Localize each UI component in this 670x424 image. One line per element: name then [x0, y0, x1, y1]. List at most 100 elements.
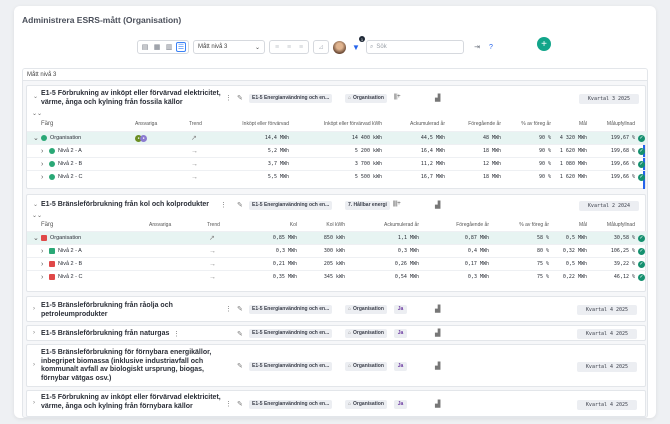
cell-val: 5,2 MWh: [267, 148, 289, 154]
add-button[interactable]: +: [537, 37, 551, 51]
chart-bars-icon[interactable]: |||+: [394, 94, 401, 100]
cell-kwh: 5 500 kWh: [354, 174, 382, 180]
cell-prev: 0,4 MWh: [467, 248, 489, 254]
table-header: Färg Ansvariga Trend Kol Kol kWh Ackumul…: [27, 219, 647, 232]
table-row[interactable]: › Nivå 2 - C → 5,5 MWh 5 500 kWh 16,7 MWh 18 M…: [27, 170, 647, 183]
more-options-icon[interactable]: ⋮: [225, 95, 232, 102]
chevron-right-icon[interactable]: ›: [41, 161, 44, 168]
cell-ful: 199,66 %: [610, 161, 635, 167]
table-row[interactable]: ⌄ Organisation ↗ 0,85 MWh 850 kWh 1,1 MWh 0,87…: [27, 231, 647, 244]
status-dot: [49, 147, 55, 154]
bar-chart-icon[interactable]: ▟: [435, 306, 441, 313]
chevron-right-icon[interactable]: ›: [33, 362, 35, 368]
search-input[interactable]: ⌕ Sök: [366, 40, 464, 54]
level-label: Mått nivå 3: [23, 69, 647, 81]
more-options-icon[interactable]: ⋮: [220, 202, 227, 209]
status-square: [49, 247, 55, 254]
bar-chart-icon[interactable]: ▟: [435, 202, 441, 209]
more-options-icon[interactable]: ⋮: [225, 401, 232, 408]
table-row[interactable]: › Nivå 2 - A → 0,3 MWh 300 kWh 0,3 MWh 0,4 MWh…: [27, 244, 647, 257]
layout-list-icon[interactable]: ▤: [141, 44, 149, 51]
chevron-right-icon[interactable]: ›: [41, 274, 44, 281]
cell-val: 5,5 MWh: [267, 174, 289, 180]
align-right-icon[interactable]: ≡: [298, 43, 304, 51]
cell-goal: 1 620 MWh: [559, 174, 587, 180]
collapse-all-icon[interactable]: ⌄⌄: [32, 111, 43, 117]
chart-bars-icon[interactable]: ||||+: [393, 201, 401, 207]
metric-card-collapsed[interactable]: › E1-5 Förbrukning av inköpt eller förvä…: [26, 390, 646, 417]
col-accumulated: Ackumulerad år: [409, 121, 445, 127]
chevron-right-icon[interactable]: ›: [41, 174, 44, 181]
app-frame: Administrera ESRS-mått (Organisation) ▤ …: [14, 6, 656, 418]
edit-formula-icon[interactable]: ✎: [237, 363, 243, 370]
export-icon[interactable]: ⇥: [474, 44, 480, 51]
filter-button[interactable]: ▼ 1: [350, 36, 365, 53]
layout-rows-icon[interactable]: ☰: [176, 42, 186, 52]
layout-table-icon[interactable]: ▥: [165, 44, 173, 51]
period-badge: Kvartal 2 2024: [579, 201, 639, 211]
edit-formula-icon[interactable]: ✎: [237, 202, 243, 209]
status-dot: [49, 160, 55, 167]
collapse-all-icon[interactable]: ⌄⌄: [32, 213, 43, 219]
tag-scope: 7. Hållbar energi: [345, 201, 390, 210]
table-header: ⌄⌄: [27, 110, 647, 123]
cell-pct: 90 %: [538, 161, 551, 167]
chevron-right-icon[interactable]: ›: [33, 330, 35, 336]
table-row[interactable]: › Nivå 2 - B → 0,21 MWh 205 kWh 0,26 MWh 0,17 …: [27, 257, 647, 270]
table-row[interactable]: ⌄ Organisation ● ● ↗ 14,4 MWh 14 400 kWh 44,5…: [27, 131, 647, 144]
edit-formula-icon[interactable]: ✎: [237, 306, 243, 313]
help-icon[interactable]: ?: [489, 43, 493, 51]
cell-kwh: 5 200 kWh: [354, 148, 382, 154]
chevron-down-icon[interactable]: ⌄: [33, 94, 39, 100]
chart-icon[interactable]: ⊿: [318, 44, 324, 51]
avatar[interactable]: [333, 40, 346, 54]
row-name: Nivå 2 - B: [49, 158, 82, 171]
cell-goal: 0,22 MWh: [562, 274, 587, 280]
chevron-right-icon[interactable]: ›: [41, 248, 44, 255]
cell-goal: 0,32 MWh: [562, 248, 587, 254]
metric-card-collapsed[interactable]: › E1-5 Bränsleförbrukning från naturgas …: [26, 325, 646, 341]
tag-metric: E1-5 Energianvändning och en...: [249, 329, 333, 338]
col-color: Färg: [41, 222, 54, 228]
bar-chart-icon[interactable]: ▟: [435, 330, 441, 337]
chevron-down-icon: ⌄: [254, 44, 260, 51]
metric-card-collapsed[interactable]: › E1-5 Bränsleförbrukning för förnybara …: [26, 344, 646, 387]
col-goal: Mål: [578, 121, 587, 127]
table-row[interactable]: › Nivå 2 - A → 5,2 MWh 5 200 kWh 16,4 MWh 18 M…: [27, 144, 647, 157]
cell-pct: 58 %: [536, 235, 549, 241]
table-row[interactable]: › Nivå 2 - B → 3,7 MWh 3 700 kWh 11,2 MWh 12 M…: [27, 157, 647, 170]
chevron-right-icon[interactable]: ›: [33, 306, 35, 312]
table-row[interactable]: › Nivå 2 - C → 0,35 MWh 345 kWh 0,54 MWh 0,3 M…: [27, 270, 647, 283]
edit-formula-icon[interactable]: ✎: [237, 95, 243, 102]
chevron-down-icon[interactable]: ⌄: [33, 202, 39, 208]
scroll-indicator[interactable]: [643, 131, 645, 189]
chevron-right-icon[interactable]: ›: [41, 261, 44, 268]
col-trend: Trend: [207, 222, 220, 228]
edit-formula-icon[interactable]: ✎: [237, 331, 243, 338]
more-options-icon[interactable]: ⋮: [173, 331, 180, 338]
period-badge: Kvartal 4 2025: [577, 400, 637, 410]
expand-icon[interactable]: ⌄: [33, 235, 39, 242]
tag-scope: ⌂ Organisation: [345, 329, 387, 338]
col-pct: % av föreg år: [521, 121, 551, 127]
metric-card-collapsed[interactable]: › E1-5 Bränsleförbrukning från råolja oc…: [26, 296, 646, 322]
level-select[interactable]: Mått nivå 3 ⌄: [193, 40, 265, 54]
bar-chart-icon[interactable]: ▟: [435, 95, 441, 102]
layout-grid-icon[interactable]: ▦: [153, 44, 161, 51]
tag-metric: E1-5 Energianvändning och en...: [249, 94, 333, 103]
card-title: E1-5 Bränsleförbrukning från naturgas: [41, 330, 170, 337]
cell-prev: 18 MWh: [482, 174, 501, 180]
chevron-right-icon[interactable]: ›: [41, 148, 44, 155]
more-options-icon[interactable]: ⋮: [225, 306, 232, 313]
expand-icon[interactable]: ⌄: [33, 135, 39, 142]
cell-val: 0,35 MWh: [272, 274, 297, 280]
bar-chart-icon[interactable]: ▟: [435, 363, 441, 370]
bar-chart-icon[interactable]: ▟: [435, 401, 441, 408]
row-name: Nivå 2 - A: [49, 245, 82, 258]
check-icon: ✓: [638, 174, 645, 181]
align-center-icon[interactable]: ≡: [286, 43, 292, 51]
align-left-icon[interactable]: ≡: [274, 43, 280, 51]
chevron-right-icon[interactable]: ›: [33, 400, 35, 406]
edit-formula-icon[interactable]: ✎: [237, 401, 243, 408]
col-value: Inköpt eller förvärvad: [242, 121, 289, 127]
